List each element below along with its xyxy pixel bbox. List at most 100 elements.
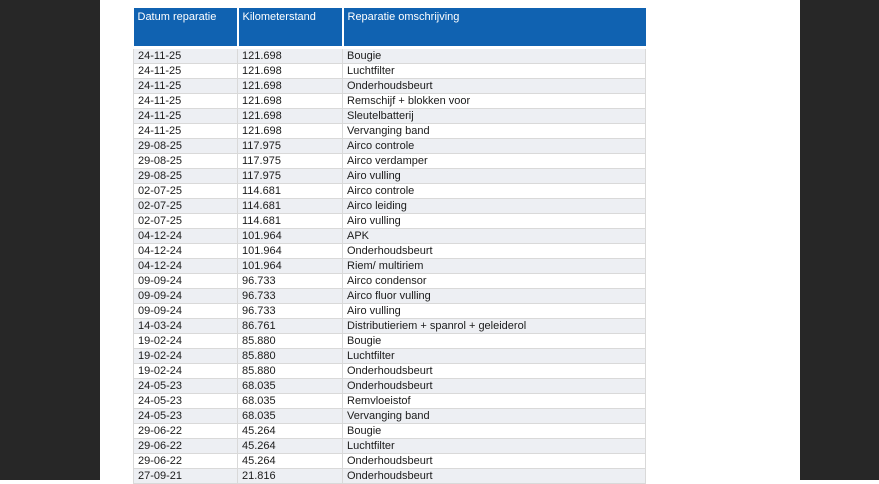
cell-omschrijving: Riem/ multiriem: [342, 258, 646, 274]
cell-kilometerstand: 121.698: [237, 93, 343, 109]
cell-omschrijving: Luchtfilter: [342, 348, 646, 364]
table-row: 09-09-24 96.733 Airco condensor: [133, 273, 646, 289]
column-header-kilometerstand: Kilometerstand: [237, 8, 344, 48]
cell-kilometerstand: 96.733: [237, 288, 343, 304]
table-row: 27-09-21 21.816 Onderhoudsbeurt: [133, 468, 646, 484]
cell-datum: 24-11-25: [133, 108, 238, 124]
cell-omschrijving: Luchtfilter: [342, 63, 646, 79]
table-row: 29-08-25 117.975 Airco verdamper: [133, 153, 646, 169]
cell-datum: 29-06-22: [133, 423, 238, 439]
cell-omschrijving: Vervanging band: [342, 123, 646, 139]
table-row: 02-07-25 114.681 Airco controle: [133, 183, 646, 199]
cell-omschrijving: APK: [342, 228, 646, 244]
cell-datum: 29-06-22: [133, 438, 238, 454]
cell-kilometerstand: 45.264: [237, 453, 343, 469]
cell-omschrijving: Luchtfilter: [342, 438, 646, 454]
repair-history-table: Datum reparatie Kilometerstand Reparatie o…: [133, 8, 646, 484]
cell-datum: 09-09-24: [133, 273, 238, 289]
table-row: 24-11-25 121.698 Bougie: [133, 47, 646, 64]
cell-kilometerstand: 121.698: [237, 47, 343, 64]
cell-datum: 04-12-24: [133, 243, 238, 259]
cell-omschrijving: Airo vulling: [342, 168, 646, 184]
table-row: 24-11-25 121.698 Luchtfilter: [133, 63, 646, 79]
cell-kilometerstand: 114.681: [237, 198, 343, 214]
cell-datum: 29-08-25: [133, 153, 238, 169]
table-row: 04-12-24 101.964 Onderhoudsbeurt: [133, 243, 646, 259]
table-row: 19-02-24 85.880 Onderhoudsbeurt: [133, 363, 646, 379]
right-letterbox-bar: [800, 0, 879, 480]
table-row: 29-06-22 45.264 Luchtfilter: [133, 438, 646, 454]
table-row: 24-11-25 121.698 Vervanging band: [133, 123, 646, 139]
cell-omschrijving: Airco controle: [342, 183, 646, 199]
table-row: 24-11-25 121.698 Sleutelbatterij: [133, 108, 646, 124]
table-row: 24-11-25 121.698 Remschijf + blokken voor: [133, 93, 646, 109]
cell-datum: 29-08-25: [133, 168, 238, 184]
cell-datum: 29-08-25: [133, 138, 238, 154]
cell-kilometerstand: 85.880: [237, 348, 343, 364]
table-row: 14-03-24 86.761 Distributieriem + spanrol …: [133, 318, 646, 334]
table-row: 24-11-25 121.698 Onderhoudsbeurt: [133, 78, 646, 94]
cell-datum: 24-11-25: [133, 123, 238, 139]
cell-omschrijving: Onderhoudsbeurt: [342, 78, 646, 94]
table-row: 29-06-22 45.264 Onderhoudsbeurt: [133, 453, 646, 469]
table-row: 29-08-25 117.975 Airco controle: [133, 138, 646, 154]
cell-datum: 24-05-23: [133, 393, 238, 409]
cell-omschrijving: Onderhoudsbeurt: [342, 378, 646, 394]
cell-datum: 24-11-25: [133, 93, 238, 109]
table-row: 09-09-24 96.733 Airco fluor vulling: [133, 288, 646, 304]
cell-omschrijving: Airco condensor: [342, 273, 646, 289]
cell-datum: 14-03-24: [133, 318, 238, 334]
table-row: 24-05-23 68.035 Onderhoudsbeurt: [133, 378, 646, 394]
cell-datum: 19-02-24: [133, 363, 238, 379]
cell-datum: 19-02-24: [133, 348, 238, 364]
cell-datum: 04-12-24: [133, 228, 238, 244]
cell-kilometerstand: 114.681: [237, 183, 343, 199]
cell-kilometerstand: 121.698: [237, 78, 343, 94]
cell-kilometerstand: 121.698: [237, 63, 343, 79]
cell-omschrijving: Bougie: [342, 423, 646, 439]
table-row: 09-09-24 96.733 Airo vulling: [133, 303, 646, 319]
cell-datum: 09-09-24: [133, 288, 238, 304]
cell-datum: 19-02-24: [133, 333, 238, 349]
column-header-omschrijving: Reparatie omschrijving: [342, 8, 646, 48]
cell-omschrijving: Sleutelbatterij: [342, 108, 646, 124]
cell-omschrijving: Bougie: [342, 333, 646, 349]
cell-omschrijving: Airco fluor vulling: [342, 288, 646, 304]
cell-kilometerstand: 121.698: [237, 123, 343, 139]
cell-datum: 24-05-23: [133, 378, 238, 394]
table-row: 29-06-22 45.264 Bougie: [133, 423, 646, 439]
cell-kilometerstand: 45.264: [237, 438, 343, 454]
table-row: 02-07-25 114.681 Airco leiding: [133, 198, 646, 214]
table-row: 19-02-24 85.880 Bougie: [133, 333, 646, 349]
table-body: 24-11-25 121.698 Bougie 24-11-25 121.698 Luch…: [133, 47, 646, 484]
table-row: 02-07-25 114.681 Airo vulling: [133, 213, 646, 229]
column-header-datum: Datum reparatie: [133, 8, 239, 48]
cell-kilometerstand: 86.761: [237, 318, 343, 334]
table-row: 19-02-24 85.880 Luchtfilter: [133, 348, 646, 364]
repair-history-panel: Datum reparatie Kilometerstand Reparatie o…: [133, 8, 646, 484]
table-row: 29-08-25 117.975 Airo vulling: [133, 168, 646, 184]
cell-kilometerstand: 68.035: [237, 408, 343, 424]
table-header: Datum reparatie Kilometerstand Reparatie o…: [133, 8, 646, 48]
table-row: 24-05-23 68.035 Remvloeistof: [133, 393, 646, 409]
cell-omschrijving: Remschijf + blokken voor: [342, 93, 646, 109]
cell-kilometerstand: 45.264: [237, 423, 343, 439]
cell-datum: 27-09-21: [133, 468, 238, 484]
cell-kilometerstand: 101.964: [237, 243, 343, 259]
cell-omschrijving: Onderhoudsbeurt: [342, 453, 646, 469]
cell-datum: 02-07-25: [133, 213, 238, 229]
cell-datum: 24-11-25: [133, 47, 238, 64]
table-row: 04-12-24 101.964 APK: [133, 228, 646, 244]
cell-omschrijving: Distributieriem + spanrol + geleiderol: [342, 318, 646, 334]
cell-datum: 09-09-24: [133, 303, 238, 319]
cell-kilometerstand: 121.698: [237, 108, 343, 124]
cell-omschrijving: Airco leiding: [342, 198, 646, 214]
cell-kilometerstand: 96.733: [237, 303, 343, 319]
cell-kilometerstand: 117.975: [237, 138, 343, 154]
cell-kilometerstand: 85.880: [237, 363, 343, 379]
cell-omschrijving: Onderhoudsbeurt: [342, 243, 646, 259]
cell-kilometerstand: 85.880: [237, 333, 343, 349]
cell-omschrijving: Onderhoudsbeurt: [342, 363, 646, 379]
cell-omschrijving: Remvloeistof: [342, 393, 646, 409]
